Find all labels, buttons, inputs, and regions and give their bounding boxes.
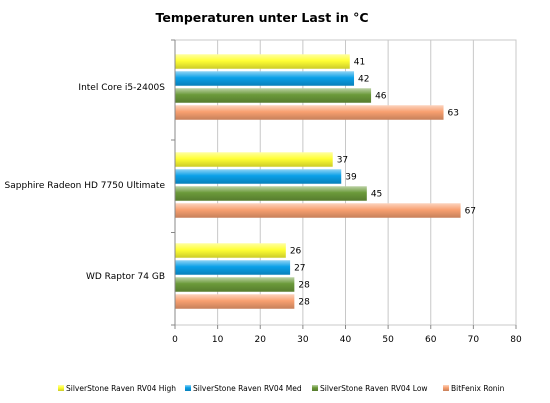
x-tick-label: 30 <box>297 335 309 345</box>
axes: 0 10 20 30 40 50 60 70 80 Intel Core i5-2400S Sapp… <box>5 39 522 345</box>
x-tick-label: 80 <box>510 335 522 345</box>
data-label: 42 <box>358 75 369 85</box>
x-tick-label: 50 <box>382 335 394 345</box>
bar <box>175 152 333 167</box>
bar <box>175 243 286 258</box>
bar <box>175 71 355 86</box>
x-tick-label: 60 <box>425 335 437 345</box>
category-label: Sapphire Radeon HD 7750 Ultimate <box>5 181 166 191</box>
legend: SilverStone Raven RV04 High SilverStone R… <box>58 384 505 393</box>
bar <box>175 54 350 69</box>
bar <box>175 169 342 184</box>
x-tick-label: 20 <box>255 335 267 345</box>
data-label: 27 <box>294 264 305 274</box>
legend-entry: SilverStone Raven RV04 Low <box>320 384 428 393</box>
category-label: Intel Core i5-2400S <box>78 83 165 93</box>
bar <box>175 203 461 218</box>
data-label: 63 <box>448 109 459 119</box>
data-label: 37 <box>337 156 348 166</box>
bars: 41 42 46 63 37 39 45 67 26 27 28 28 <box>175 54 476 309</box>
data-label: 46 <box>375 92 387 102</box>
data-label: 45 <box>371 190 382 200</box>
x-tick-label: 10 <box>212 335 224 345</box>
data-label: 28 <box>298 298 310 308</box>
bar <box>175 260 291 275</box>
bar <box>175 105 444 120</box>
legend-swatch <box>58 385 64 391</box>
data-label: 26 <box>290 247 302 257</box>
x-tick-label: 40 <box>340 335 352 345</box>
data-label: 67 <box>465 207 476 217</box>
chart-title: Temperaturen unter Last in °C <box>155 10 368 25</box>
legend-swatch <box>312 385 318 391</box>
x-tick-label: 70 <box>468 335 480 345</box>
bar <box>175 277 295 292</box>
bar <box>175 294 295 309</box>
legend-entry: SilverStone Raven RV04 Med <box>193 384 302 393</box>
legend-entry: BitFenix Ronin <box>451 384 505 393</box>
data-label: 39 <box>345 173 357 183</box>
bar <box>175 186 367 201</box>
x-tick-label: 0 <box>172 335 178 345</box>
legend-swatch <box>185 385 191 391</box>
category-label: WD Raptor 74 GB <box>86 272 165 282</box>
data-label: 41 <box>354 58 365 68</box>
legend-entry: SilverStone Raven RV04 High <box>66 384 176 393</box>
bar <box>175 88 372 103</box>
legend-swatch <box>443 385 449 391</box>
data-label: 28 <box>298 281 310 291</box>
